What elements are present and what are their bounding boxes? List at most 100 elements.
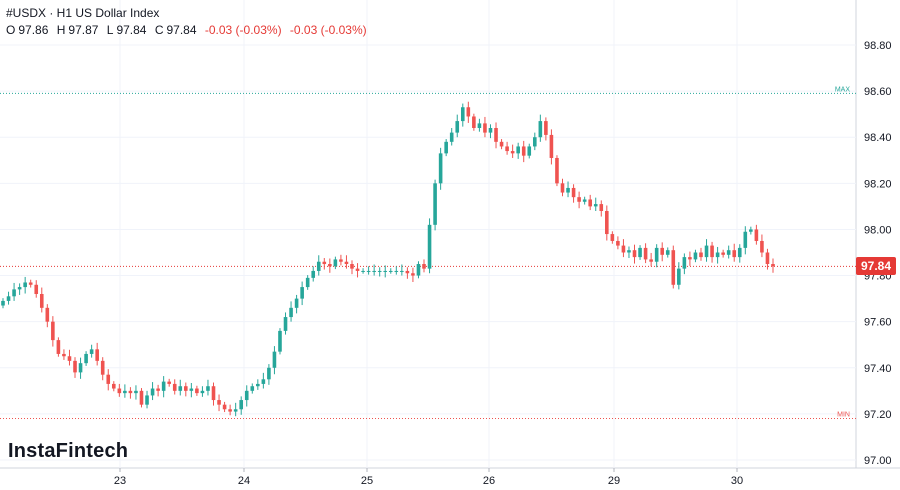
- candle-body: [78, 363, 83, 373]
- candle-body: [682, 257, 687, 269]
- candle-body: [377, 270, 382, 272]
- x-tick-label: 29: [608, 475, 620, 487]
- candle-body: [621, 245, 626, 253]
- candle-body: [544, 121, 548, 135]
- grid-lines: [0, 0, 900, 469]
- candle-body: [51, 321, 55, 341]
- candle-body: [472, 116, 476, 128]
- candle-body: [95, 349, 99, 361]
- candle-body: [250, 386, 255, 391]
- candle-body: [100, 360, 105, 375]
- candle-body: [12, 289, 16, 297]
- y-tick-label: 98.00: [864, 224, 892, 236]
- candle-body: [460, 107, 465, 122]
- reference-lines: MAX MIN: [0, 86, 856, 419]
- candle-body: [261, 379, 266, 384]
- y-axis: 97.0097.2097.4097.6097.8098.0098.2098.40…: [864, 40, 892, 467]
- candle-body: [200, 390, 205, 394]
- candle-body: [73, 360, 77, 373]
- candle-body: [322, 261, 327, 265]
- low-value: 97.84: [116, 23, 147, 37]
- candle-body: [123, 390, 127, 394]
- y-tick-label: 98.60: [864, 86, 892, 98]
- candle-body: [699, 252, 703, 258]
- candle-body: [405, 270, 410, 274]
- y-tick-label: 98.40: [864, 132, 892, 144]
- candle-body: [693, 252, 698, 260]
- candle-body: [167, 381, 171, 384]
- candle-body: [710, 245, 714, 258]
- candle-body: [256, 383, 260, 387]
- candle-body: [422, 264, 426, 269]
- open-label: O: [6, 23, 16, 37]
- candle-body: [643, 247, 648, 260]
- max-label: MAX: [835, 86, 851, 93]
- candle-body: [560, 183, 565, 193]
- candle-body: [328, 264, 332, 267]
- candle-body: [239, 400, 244, 410]
- candle-body: [355, 268, 360, 271]
- candle-body: [189, 388, 194, 391]
- candle-body: [466, 107, 471, 117]
- candle-body: [771, 264, 775, 267]
- candle-body: [499, 141, 504, 147]
- high-label: H: [56, 23, 66, 37]
- candle-body: [688, 257, 692, 260]
- candle-body: [45, 307, 50, 322]
- candle-body: [206, 386, 210, 391]
- x-tick-label: 30: [731, 475, 743, 487]
- candle-body: [532, 137, 537, 147]
- candle-body: [411, 273, 415, 276]
- open-value: 97.86: [18, 23, 49, 37]
- candle-body: [566, 187, 570, 193]
- min-label: MIN: [837, 412, 850, 419]
- y-tick-label: 98.20: [864, 178, 892, 190]
- candle-body: [704, 245, 709, 258]
- candle-body: [350, 264, 354, 269]
- candle-body: [161, 381, 166, 391]
- candle-body: [211, 386, 216, 401]
- candle-body: [627, 250, 631, 253]
- candle-body: [582, 199, 587, 202]
- candle-body: [305, 277, 310, 288]
- candle-body: [283, 317, 288, 331]
- candle-body: [6, 296, 11, 301]
- candle-body: [516, 146, 520, 154]
- candle-body: [654, 247, 659, 262]
- candle-body: [56, 340, 61, 354]
- low-label: L: [106, 23, 114, 37]
- candle-body: [527, 146, 532, 156]
- x-tick-label: 24: [238, 475, 250, 487]
- y-tick-label: 97.60: [864, 317, 892, 329]
- candle-body: [649, 259, 653, 262]
- candle-body: [172, 383, 177, 391]
- candle-body: [749, 229, 753, 232]
- candle-body: [477, 123, 482, 128]
- candle-body: [433, 183, 437, 225]
- candle-body: [339, 259, 343, 262]
- x-tick-label: 23: [114, 475, 126, 487]
- candle-body: [588, 199, 592, 207]
- candle-body: [84, 353, 88, 364]
- candle-body: [599, 204, 604, 211]
- candle-body: [294, 298, 299, 308]
- candle-body: [555, 157, 559, 184]
- candle-body: [128, 390, 133, 394]
- candle-body: [366, 270, 371, 272]
- candle-body: [521, 146, 526, 156]
- close-label: C: [154, 23, 164, 37]
- candle-body: [760, 240, 764, 253]
- candle-body: [455, 121, 460, 133]
- candle-body: [344, 261, 349, 265]
- x-tick-label: 26: [483, 475, 495, 487]
- candle-body: [233, 409, 238, 412]
- candle-body: [571, 187, 576, 198]
- candle-body: [289, 307, 293, 318]
- candle-body: [267, 367, 271, 380]
- candle-body: [616, 240, 620, 246]
- x-axis: 23 24 25 26 29 30: [114, 468, 743, 487]
- candle-body: [145, 395, 149, 405]
- change-value: -0.03 (-0.03%): [204, 23, 282, 37]
- candle-body: [438, 153, 443, 184]
